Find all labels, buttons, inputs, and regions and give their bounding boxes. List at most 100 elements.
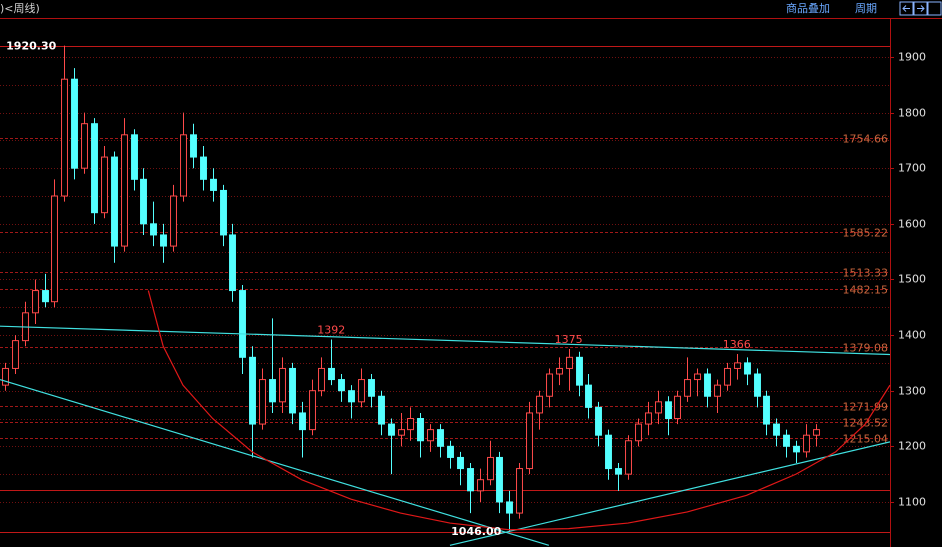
candle-body	[131, 134, 138, 180]
candle-body	[506, 501, 513, 514]
candle-body	[229, 234, 236, 292]
candle-body	[328, 367, 335, 381]
level-label: 1513.33	[843, 267, 889, 280]
level-label: 1482.15	[843, 284, 889, 297]
high-label: 1392	[317, 324, 345, 337]
nav-buttons[interactable]	[899, 1, 942, 16]
candle-body	[783, 434, 790, 447]
candle-body	[655, 401, 662, 414]
candle-body	[734, 362, 741, 369]
y-tick-label: 1200	[898, 440, 926, 453]
candle-body	[724, 367, 731, 386]
y-tick-label: 1700	[898, 162, 926, 175]
trendline	[0, 378, 550, 546]
candle-body	[744, 362, 751, 375]
candle-body	[180, 134, 187, 197]
candle-body	[378, 395, 385, 425]
candle-body	[42, 290, 49, 303]
candle-body	[437, 429, 444, 447]
candle-body	[12, 340, 19, 369]
candle-body	[754, 373, 761, 397]
candle-body	[299, 412, 306, 431]
candle-body	[239, 290, 246, 358]
candle-body	[279, 367, 286, 403]
candle-body	[635, 423, 642, 442]
extreme-label: 1920.30	[6, 40, 56, 53]
candle-body	[398, 429, 405, 436]
candle-body	[358, 379, 365, 403]
candle-body	[773, 423, 780, 436]
candle-body	[338, 379, 345, 392]
candle-body	[388, 423, 395, 436]
candle-body	[694, 373, 701, 381]
prev-arrow	[902, 5, 910, 12]
next-arrow	[917, 5, 925, 12]
candle-body	[516, 468, 523, 514]
candle-body	[714, 384, 721, 397]
candle-body	[170, 195, 177, 247]
candle-body	[269, 379, 276, 403]
candle-body	[447, 445, 454, 458]
candle-body	[71, 78, 78, 169]
period-label: )<周线)	[0, 1, 40, 15]
trendline	[147, 290, 891, 531]
candle-body	[427, 429, 434, 442]
candle-body	[91, 123, 98, 214]
candle-body	[407, 418, 414, 431]
y-tick-label: 1100	[898, 496, 926, 509]
period-link[interactable]: 周期	[855, 2, 877, 15]
candle-body	[61, 78, 68, 197]
trendline	[0, 325, 891, 356]
level-label: 1379.08	[843, 342, 889, 355]
candle-body	[704, 373, 711, 397]
candle-body	[32, 290, 39, 314]
candle-body	[190, 134, 197, 158]
y-tick-label: 1600	[898, 218, 926, 231]
level-label: 1271.99	[843, 401, 889, 414]
y-tick-label: 1300	[898, 385, 926, 398]
candle-body	[81, 123, 88, 169]
candle-body	[318, 367, 325, 392]
candle-body	[556, 367, 563, 375]
candle-body	[140, 178, 147, 225]
candle-body	[645, 412, 652, 425]
candle-body	[576, 356, 583, 386]
candle-body	[496, 456, 503, 503]
candle-body	[210, 178, 217, 191]
candle-body	[259, 379, 266, 425]
candle-body	[793, 445, 800, 453]
candle-body	[467, 468, 474, 492]
y-tick-label: 1500	[898, 273, 926, 286]
candle-body	[526, 412, 533, 470]
candle-body	[101, 156, 108, 214]
candle-body	[684, 379, 691, 397]
overlay-link[interactable]: 商品叠加	[786, 1, 830, 15]
extreme-label: 1046.00	[451, 525, 501, 538]
candle-body	[763, 395, 770, 425]
candle-body	[803, 434, 810, 453]
candle-body	[111, 156, 118, 247]
candle-body	[51, 195, 58, 303]
y-tick-label: 1800	[898, 107, 926, 120]
candle-body	[160, 234, 167, 247]
candle-body	[368, 379, 375, 397]
candle-body	[625, 440, 632, 475]
candle-body	[546, 373, 553, 397]
candle-body	[200, 156, 207, 180]
candle-body	[487, 456, 494, 481]
candle-body	[536, 395, 543, 414]
candle-body	[674, 395, 681, 420]
candle-body	[121, 134, 128, 247]
candle-body	[665, 401, 672, 420]
up-button[interactable]	[927, 1, 942, 16]
candle-body	[477, 479, 484, 492]
candle-body	[813, 429, 820, 436]
candle-body	[2, 367, 9, 386]
candle-body	[417, 418, 424, 442]
candle-body	[289, 367, 296, 414]
candle-body	[309, 390, 316, 431]
level-label: 1215.04	[843, 433, 889, 446]
candle-body	[348, 390, 355, 403]
